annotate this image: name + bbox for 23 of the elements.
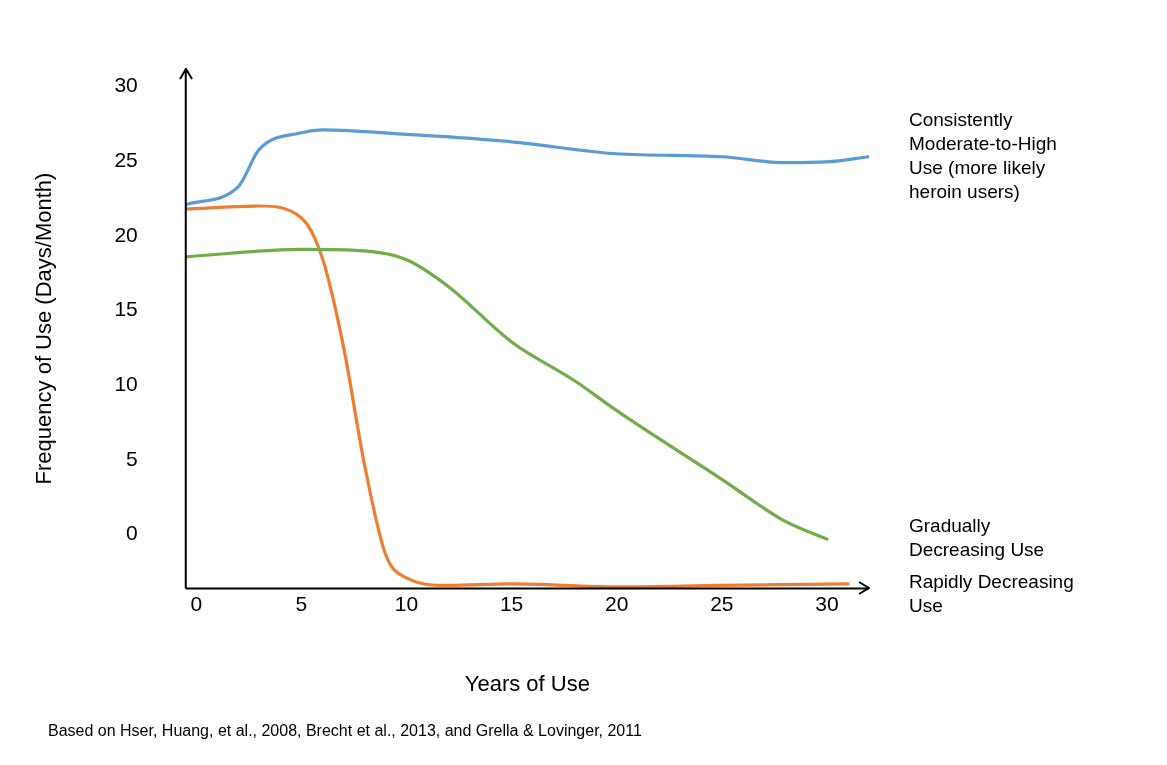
line-series (185, 247, 829, 541)
y-tick-label: 10 (114, 372, 138, 396)
y-tick-label: 15 (114, 297, 138, 321)
line-series (185, 204, 850, 589)
y-tick-label: 5 (126, 446, 138, 470)
text: Rapidly Decreasing Use (909, 571, 1074, 617)
y-axis-title: Frequency of Use (Days/Month) (31, 172, 57, 485)
text: Based on Hser, Huang, et al., 2008, Brecht et al., 2013, and Grella & Lovinger, 2011 (48, 722, 642, 740)
x-tick-label: 10 (394, 591, 419, 615)
x-tick-label: 0 (190, 591, 203, 615)
y-tick-label: 0 (126, 521, 138, 545)
text: Consistently Moderate-to-High Use (more likely heroin users) (909, 108, 1057, 202)
x-axis-title: Years of Use (464, 670, 590, 696)
y-tick-label: 30 (114, 73, 138, 97)
x-tick-label: 20 (605, 591, 629, 615)
line-series (185, 128, 869, 207)
text: Gradually Decreasing Use (909, 515, 1045, 561)
x-tick-label: 25 (710, 591, 734, 615)
y-tick-label: 20 (114, 222, 138, 246)
y-tick-label: 25 (114, 148, 138, 171)
x-tick-label: 5 (295, 591, 308, 615)
x-tick-label: 15 (499, 591, 524, 615)
x-tick-label: 30 (815, 591, 839, 615)
